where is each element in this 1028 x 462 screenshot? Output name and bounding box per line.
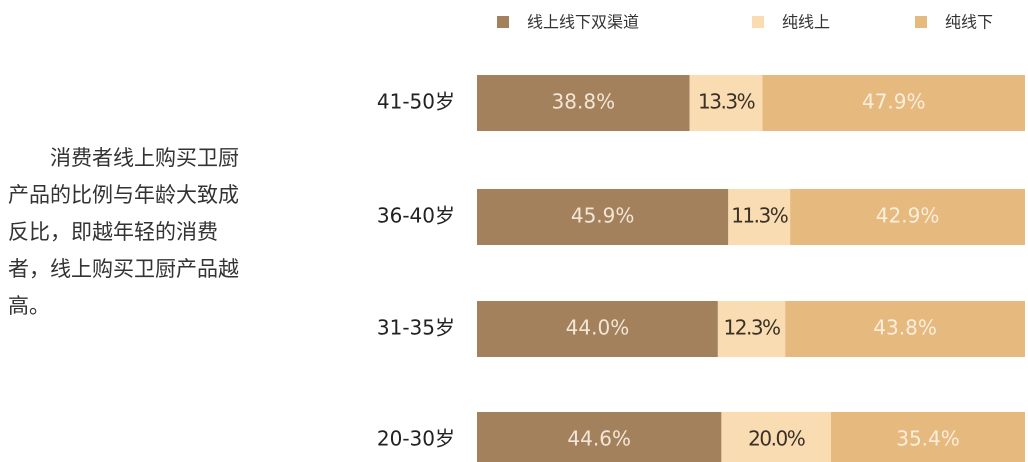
legend-label: 纯线下 xyxy=(945,13,993,32)
bar-segment xyxy=(790,189,1025,245)
data-label: 13.3% xyxy=(698,90,755,114)
bar-segment xyxy=(728,189,791,245)
data-label: 43.8% xyxy=(873,316,937,340)
y-tick-label: 20-30岁 xyxy=(377,427,455,451)
data-label: 45.9% xyxy=(571,204,635,228)
bar-segment xyxy=(477,412,722,462)
data-label: 38.8% xyxy=(552,90,616,114)
bar-segment xyxy=(477,301,718,357)
data-label: 44.0% xyxy=(566,316,630,340)
legend-label: 纯线上 xyxy=(782,13,830,32)
bar-segment xyxy=(477,75,690,131)
data-label: 11.3% xyxy=(731,204,788,228)
bar-segment xyxy=(785,301,1025,357)
data-label: 20.0% xyxy=(748,427,805,451)
bar-segment xyxy=(717,301,786,357)
bar-segment xyxy=(689,75,763,131)
legend-swatch xyxy=(915,16,927,28)
bar-segment xyxy=(721,412,832,462)
data-label: 35.4% xyxy=(896,427,960,451)
data-label: 12.3% xyxy=(724,316,781,340)
legend-swatch xyxy=(752,16,764,28)
bar-segment xyxy=(477,189,729,245)
y-tick-label: 31-35岁 xyxy=(377,316,455,340)
data-label: 42.9% xyxy=(876,204,940,228)
data-label: 44.6% xyxy=(567,427,631,451)
annotation: 消费者线上购买卫厨产品的比例与年龄大致成反比，即越年轻的消费者，线上购买卫厨产品… xyxy=(8,146,239,318)
bar-segment xyxy=(762,75,1025,131)
legend-swatch xyxy=(497,16,509,28)
legend-label: 线上线下双渠道 xyxy=(527,13,639,32)
data-label: 47.9% xyxy=(862,90,926,114)
y-tick-label: 36-40岁 xyxy=(377,204,455,228)
y-tick-label: 41-50岁 xyxy=(377,90,455,114)
bar-segment xyxy=(831,412,1025,462)
